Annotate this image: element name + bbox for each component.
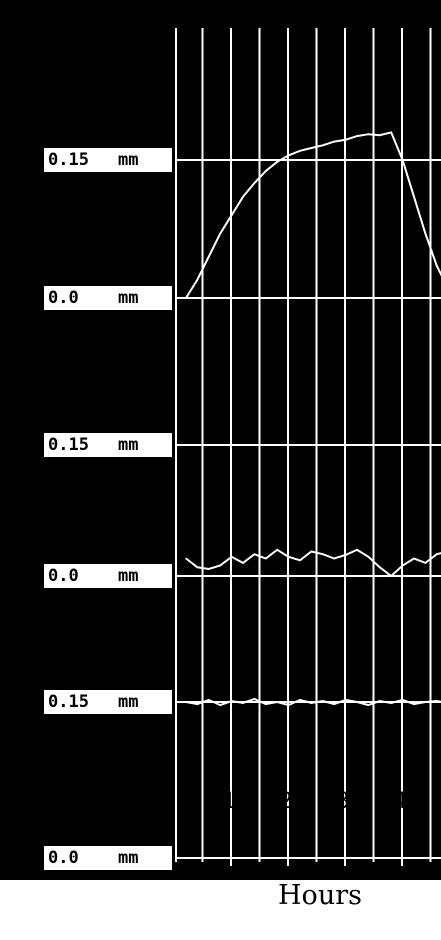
panel1-point	[208, 255, 210, 258]
x-tick-label-2: 2	[279, 789, 293, 814]
panel3-point	[276, 701, 279, 703]
panel2-point	[185, 557, 187, 560]
panel3-ytick-bottom-value: 0.0	[48, 848, 79, 868]
panel1-ytick-bottom-unit: mm	[118, 288, 139, 308]
panel1-point	[310, 147, 313, 149]
panel3-point	[242, 702, 244, 704]
panel2-point	[436, 553, 438, 555]
panel1-trace	[185, 131, 441, 299]
panel2-ytick-bottom-unit: mm	[118, 566, 139, 586]
panel3-point	[390, 702, 393, 704]
panel2-point	[310, 550, 313, 553]
panel3-point	[379, 700, 381, 702]
panel3-point	[299, 699, 301, 701]
panel2-ytick-top: 0.15 mm	[44, 433, 172, 457]
panel1-point	[379, 134, 381, 136]
panel1-point	[436, 265, 438, 267]
panel3-point	[265, 703, 267, 705]
panel1-point	[356, 135, 358, 137]
panel2-point	[424, 562, 427, 564]
panel2-point	[367, 556, 370, 558]
panel1-point	[367, 133, 370, 135]
panel3-point	[322, 700, 324, 702]
x-tick-label-4: 4	[393, 789, 407, 814]
panel2-ytick-top-value: 0.15	[48, 435, 89, 455]
panel1-ytick-top-unit: mm	[118, 150, 139, 170]
panel1-point	[287, 154, 290, 157]
panel2-ytick-bottom-value: 0.0	[48, 566, 79, 586]
panel1-point	[219, 232, 221, 235]
panel3-ytick-top-value: 0.15	[48, 692, 89, 712]
traces	[185, 131, 441, 707]
panel1-point	[230, 214, 233, 216]
panel3-point	[219, 704, 221, 706]
panel2-point	[356, 549, 358, 551]
panel2-point	[333, 557, 336, 560]
panel2-point	[287, 556, 290, 558]
panel3-point	[185, 701, 187, 703]
panel1-ytick-top: 0.15 mm	[44, 148, 172, 172]
x-axis-label: Hours	[278, 880, 362, 911]
panel2-ytick-top-unit: mm	[118, 435, 139, 455]
panel3-point	[208, 699, 210, 701]
panel1-point	[333, 140, 336, 143]
x-tick-label-1: 1	[222, 789, 236, 814]
panel1-point	[185, 297, 187, 299]
panel1-point	[322, 144, 324, 147]
panel1-ytick-top-value: 0.15	[48, 150, 89, 170]
panel2-ytick-bottom: 0.0 mm	[44, 564, 172, 588]
panel1-point	[424, 232, 427, 235]
panel3-trace	[185, 697, 441, 707]
panel3-point	[401, 699, 404, 701]
panel1-point	[276, 161, 279, 163]
panel3-point	[196, 703, 199, 705]
grid-lines	[175, 28, 441, 866]
panel1-ytick-bottom: 0.0 mm	[44, 286, 172, 310]
panel1-ytick-bottom-value: 0.0	[48, 288, 79, 308]
panel3-ytick-bottom-unit: mm	[118, 848, 139, 868]
panel3-point	[344, 699, 347, 701]
panel2-point	[208, 568, 210, 570]
panel3-point	[424, 701, 427, 703]
panel2-point	[219, 564, 221, 567]
panel2-point	[379, 566, 381, 569]
panel2-point	[390, 575, 393, 577]
panel3-point	[333, 703, 336, 705]
panel2-point	[344, 554, 347, 556]
panel3-point	[253, 698, 256, 700]
panel2-point	[299, 559, 301, 562]
panel3-point	[413, 703, 415, 705]
panel3-point	[367, 704, 370, 706]
panel1-point	[265, 170, 267, 172]
panel1-point	[390, 131, 393, 134]
panel2-point	[253, 553, 256, 555]
panel2-point	[413, 557, 415, 560]
panel2-point	[276, 549, 279, 551]
panel1-point	[299, 150, 301, 152]
x-tick-label-3: 3	[336, 789, 350, 814]
panel3-point	[436, 700, 438, 702]
panel3-ytick-bottom: 0.0 mm	[44, 846, 172, 870]
panel1-point	[253, 182, 256, 184]
panel3-ytick-top: 0.15 mm	[44, 690, 172, 714]
panel2-point	[401, 564, 404, 567]
panel3-ytick-top-unit: mm	[118, 692, 139, 712]
panel3-point	[230, 700, 233, 702]
panel1-point	[344, 139, 347, 141]
panel2-point	[242, 562, 244, 564]
panel1-point	[413, 196, 415, 198]
panel2-trace	[185, 548, 441, 578]
panel3-point	[356, 701, 358, 703]
panel2-point	[230, 556, 233, 558]
panel2-point	[265, 557, 267, 560]
panel1-point	[242, 196, 244, 198]
panel2-point	[322, 553, 324, 555]
panel2-point	[196, 566, 199, 569]
panel1-point	[196, 278, 199, 281]
panel1-point	[401, 159, 404, 161]
panel3-point	[287, 704, 290, 706]
panel3-point	[310, 702, 313, 704]
